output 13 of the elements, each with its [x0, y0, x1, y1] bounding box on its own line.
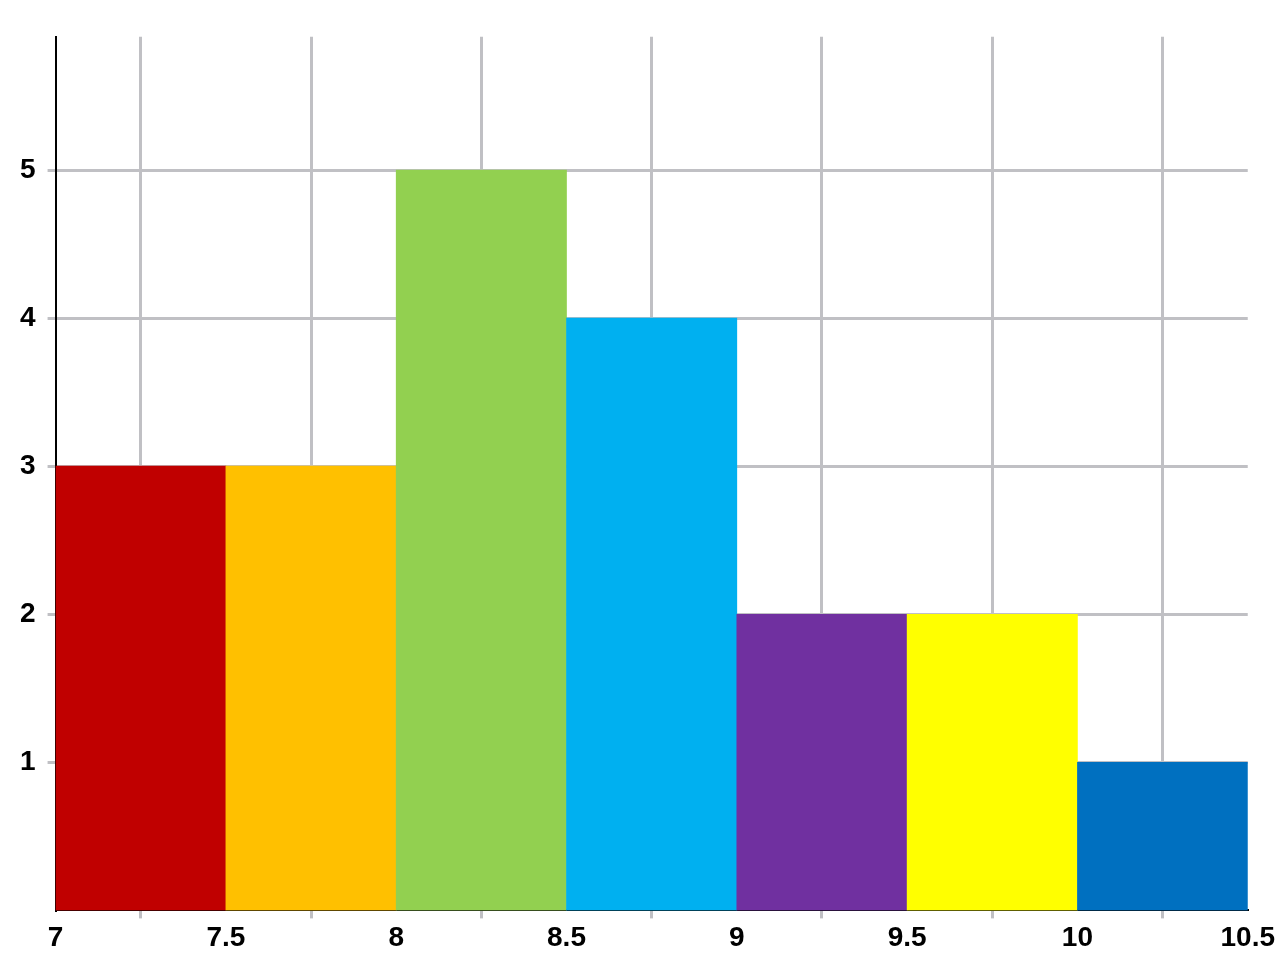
x-tick-label: 9	[729, 920, 745, 952]
x-tick-label: 7	[47, 920, 64, 952]
y-tick-label: 3	[19, 448, 36, 480]
y-tick-label: 4	[19, 300, 36, 332]
x-tick-label: 9.5	[887, 920, 927, 952]
x-tick-label: 7.5	[206, 920, 246, 952]
x-tick-label: 10.5	[1220, 920, 1275, 952]
y-tick-label: 1	[19, 745, 36, 777]
x-tick-label: 10	[1061, 920, 1094, 952]
y-tick-label: 5	[19, 152, 36, 184]
x-tick-label: 8.5	[547, 920, 586, 952]
x-tick-label: 8	[388, 920, 404, 952]
y-tick-label: 2	[19, 596, 36, 628]
